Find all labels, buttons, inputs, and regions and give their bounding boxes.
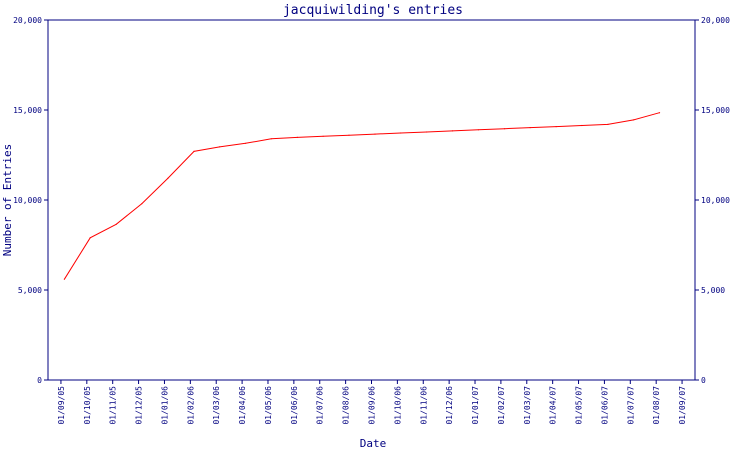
x-tick-label: 01/02/07 [497, 386, 506, 425]
entries-series-line [63, 112, 660, 280]
x-tick-label: 01/12/05 [135, 386, 144, 425]
entries-data-point [219, 146, 221, 148]
entries-data-point [504, 128, 506, 130]
entries-data-point [607, 123, 609, 125]
y-tick-label-left: 20,000 [13, 16, 42, 25]
entries-data-point [141, 203, 143, 205]
x-tick-label: 01/10/06 [393, 386, 402, 425]
x-tick-label: 01/06/07 [600, 386, 609, 425]
x-tick-label: 01/01/06 [160, 386, 169, 425]
entries-data-point [426, 131, 428, 133]
entries-data-point [581, 124, 583, 127]
x-tick-label: 01/09/07 [678, 386, 687, 425]
entries-data-point [555, 126, 557, 128]
x-tick-label: 01/03/06 [212, 386, 221, 425]
x-tick-label: 01/07/07 [626, 386, 635, 425]
x-tick-label: 01/08/07 [652, 386, 661, 425]
entries-data-point [322, 135, 324, 137]
x-tick-label: 01/04/07 [549, 386, 558, 425]
entries-data-point [245, 142, 247, 144]
y-axis-ticks: 0 0 5,000 5,000 10,000 10,000 15,000 15,000 20,0… [13, 16, 730, 385]
x-tick-label: 01/06/06 [290, 386, 299, 425]
chart-title: jacquiwilding's entries [283, 3, 463, 18]
x-tick-label: 01/09/06 [368, 386, 377, 425]
x-tick-label: 01/12/06 [445, 386, 454, 425]
x-tick-label: 01/05/07 [575, 386, 584, 425]
entries-data-point [477, 129, 479, 131]
y-tick-label-left: 5,000 [18, 286, 42, 295]
entries-data-point [89, 237, 91, 239]
y-tick-label-right: 20,000 [701, 16, 730, 25]
entries-data-point [167, 177, 169, 179]
x-tick-label: 01/05/06 [264, 386, 273, 425]
entries-data-point [270, 138, 272, 140]
x-tick-label: 01/11/05 [109, 386, 118, 425]
entries-data-point [529, 127, 531, 129]
y-tick-label-left: 15,000 [13, 106, 42, 115]
x-axis-ticks: 01/09/05 01/10/05 01/11/05 01/12/05 01/01/06… [57, 380, 687, 425]
y-tick-label-right: 15,000 [701, 106, 730, 115]
x-tick-label: 01/03/07 [523, 386, 532, 425]
entries-data-point [451, 130, 454, 132]
entries-data-point [115, 223, 117, 225]
entries-data-point [193, 150, 195, 152]
series-layer [63, 112, 661, 280]
entries-data-point [658, 112, 661, 114]
x-tick-label: 01/01/07 [471, 386, 480, 425]
x-tick-label: 01/04/06 [238, 386, 247, 425]
y-axis-title: Number of Entries [1, 144, 14, 257]
x-axis-title: Date [360, 437, 387, 450]
x-tick-label: 01/02/06 [186, 386, 195, 425]
x-tick-label: 01/11/06 [419, 386, 428, 425]
y-tick-label-right: 5,000 [701, 286, 725, 295]
y-tick-label-left: 10,000 [13, 196, 42, 205]
entries-data-point [296, 136, 298, 138]
x-tick-label: 01/07/06 [316, 386, 325, 425]
entries-data-point [348, 134, 350, 136]
y-tick-label-left: 0 [37, 376, 42, 385]
x-tick-label: 01/10/05 [83, 386, 92, 425]
entries-data-point [400, 132, 402, 134]
x-tick-label: 01/08/06 [342, 386, 351, 425]
y-tick-label-right: 0 [701, 376, 706, 385]
y-tick-label-right: 10,000 [701, 196, 730, 205]
entries-data-point [633, 119, 635, 121]
entries-data-point [374, 133, 376, 135]
x-tick-label: 01/09/05 [57, 386, 66, 425]
entries-data-point [63, 278, 65, 280]
